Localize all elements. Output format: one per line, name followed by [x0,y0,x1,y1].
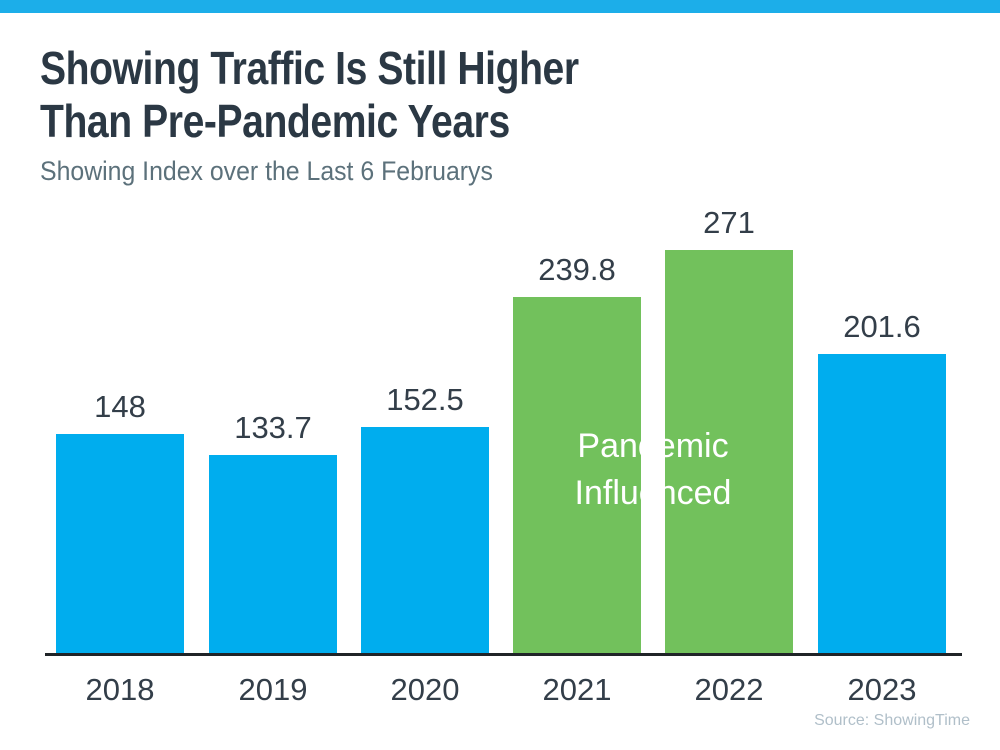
year-label-2019: 2019 [238,672,308,707]
chart-subtitle: Showing Index over the Last 6 Februarys [40,156,493,186]
page-title: Showing Traffic Is Still Higher Than Pre… [40,42,579,148]
year-label-2020: 2020 [390,672,460,707]
year-label-2022: 2022 [694,672,764,707]
value-label-2019: 133.7 [234,410,312,445]
pandemic-annotation: Pandemic Influenced [513,415,793,525]
title-line-1: Showing Traffic Is Still Higher [40,42,579,94]
bar-2021 [513,297,641,655]
pandemic-annotation-line1: Pandemic [577,427,729,465]
bar-2019 [209,455,337,655]
top-accent-bar [0,0,1000,13]
source-attribution: Source: ShowingTime [814,712,970,729]
pandemic-annotation-line2: Influenced [574,474,732,512]
value-label-2021: 239.8 [538,252,616,287]
bar-2020 [361,427,489,655]
x-axis-line [45,653,962,656]
year-label-2021: 2021 [542,672,612,707]
value-label-2023: 201.6 [843,309,921,344]
value-label-2022: 271 [703,205,755,240]
title-line-2: Than Pre-Pandemic Years [40,95,510,147]
bar-2018 [56,434,184,655]
value-label-2020: 152.5 [386,382,464,417]
bar-2022 [665,250,793,655]
bar-2023 [818,354,946,655]
year-label-2018: 2018 [85,672,155,707]
value-label-2018: 148 [94,389,146,424]
year-label-2023: 2023 [847,672,917,707]
